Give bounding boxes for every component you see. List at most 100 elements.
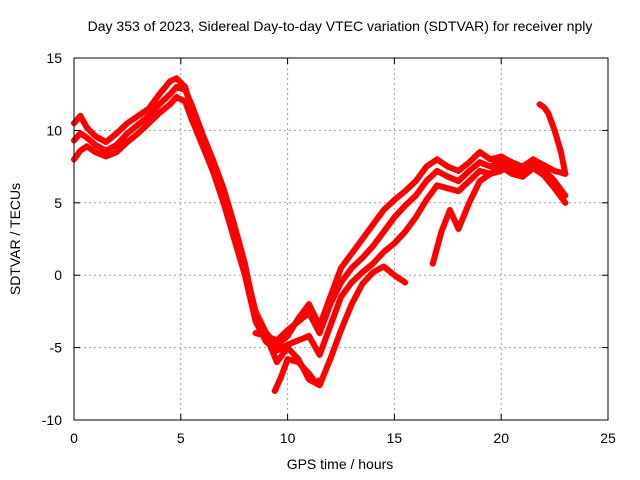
data-point-marker <box>135 112 142 119</box>
data-point-marker <box>156 91 163 98</box>
data-point-marker <box>113 130 120 137</box>
series-track-4 <box>252 263 409 389</box>
x-tick-label: 5 <box>177 430 185 446</box>
data-point-marker <box>241 272 248 279</box>
data-point-marker <box>124 130 131 137</box>
axis-layer: 0 5 10 15 20 25 -10 -5 0 5 10 15 <box>42 50 616 446</box>
data-point-marker <box>446 207 453 214</box>
data-point-marker <box>508 159 515 166</box>
data-point-marker <box>220 199 227 206</box>
data-point-marker <box>348 250 355 257</box>
data-point-marker <box>402 228 409 235</box>
series-line <box>429 167 505 267</box>
data-point-marker <box>380 249 387 256</box>
data-point-marker <box>370 221 377 228</box>
data-point-marker <box>562 199 569 206</box>
data-point-marker <box>476 178 483 185</box>
data-point-marker <box>476 159 483 166</box>
data-point-marker <box>167 91 174 98</box>
data-point-marker <box>173 94 180 101</box>
data-point-marker <box>434 156 441 163</box>
data-point-marker <box>145 105 152 112</box>
data-point-marker <box>370 243 377 250</box>
data-point-marker <box>252 330 259 337</box>
data-point-marker <box>77 130 84 137</box>
data-point-marker <box>444 163 451 170</box>
series-layer <box>71 75 569 395</box>
data-point-marker <box>92 133 99 140</box>
data-point-marker <box>348 279 355 286</box>
data-point-marker <box>551 127 558 134</box>
data-point-marker <box>263 333 270 340</box>
data-point-marker <box>316 330 323 337</box>
y-tick-label: 10 <box>46 122 62 138</box>
data-point-marker <box>370 269 377 276</box>
data-point-marker <box>209 167 216 174</box>
data-point-marker <box>92 149 99 156</box>
data-point-marker <box>156 110 163 117</box>
data-point-marker <box>348 301 355 308</box>
data-point-marker <box>487 170 494 177</box>
data-point-marker <box>476 167 483 174</box>
data-point-marker <box>498 167 505 174</box>
data-point-marker <box>391 272 398 279</box>
series-track-6 <box>429 167 505 267</box>
data-point-marker <box>273 359 280 366</box>
grid-layer <box>74 58 608 420</box>
data-point-marker <box>455 167 462 174</box>
data-point-marker <box>83 124 90 131</box>
data-point-marker <box>562 170 569 177</box>
data-point-marker <box>380 228 387 235</box>
data-point-marker <box>423 178 430 185</box>
data-point-marker <box>338 279 344 286</box>
data-point-marker <box>540 104 547 111</box>
data-point-marker <box>536 101 543 108</box>
data-point-marker <box>173 83 180 90</box>
data-point-marker <box>173 75 180 82</box>
data-point-marker <box>498 157 505 164</box>
data-point-marker <box>278 373 285 380</box>
series-track-7 <box>536 101 569 177</box>
x-tick-label: 25 <box>600 430 616 446</box>
data-point-marker <box>508 170 515 177</box>
data-point-marker <box>423 163 430 170</box>
data-point-marker <box>83 134 90 141</box>
data-point-marker <box>316 351 323 358</box>
data-point-marker <box>551 178 558 185</box>
data-point-marker <box>434 167 441 174</box>
x-tick-label: 20 <box>493 430 509 446</box>
data-point-marker <box>412 214 419 221</box>
data-point-marker <box>327 322 334 329</box>
data-point-marker <box>429 260 436 267</box>
data-point-marker <box>466 178 473 185</box>
data-point-marker <box>423 196 430 203</box>
data-point-marker <box>338 293 344 300</box>
data-point-marker <box>487 163 494 170</box>
y-tick-label: -5 <box>50 340 63 356</box>
data-point-marker <box>188 115 195 122</box>
data-point-marker <box>466 167 473 174</box>
data-point-marker <box>487 156 494 163</box>
data-point-marker <box>305 370 312 377</box>
data-point-marker <box>199 141 206 148</box>
data-point-marker <box>273 337 280 344</box>
chart-title: Day 353 of 2023, Sidereal Day-to-day VTE… <box>88 18 593 34</box>
data-point-marker <box>167 78 174 85</box>
data-point-marker <box>167 101 174 108</box>
data-point-marker <box>145 112 152 119</box>
data-point-marker <box>444 173 451 180</box>
y-tick-label: 5 <box>54 195 62 211</box>
data-point-marker <box>156 101 163 108</box>
data-point-marker <box>284 344 291 351</box>
series-line <box>71 94 569 358</box>
data-point-marker <box>271 388 278 395</box>
data-point-marker <box>380 207 387 214</box>
data-point-marker <box>92 141 99 148</box>
y-tick-label: -10 <box>42 412 62 428</box>
data-point-marker <box>231 236 238 242</box>
data-point-marker <box>312 379 319 386</box>
data-point-marker <box>380 263 387 270</box>
data-point-marker <box>77 147 84 154</box>
data-point-marker <box>83 143 90 150</box>
